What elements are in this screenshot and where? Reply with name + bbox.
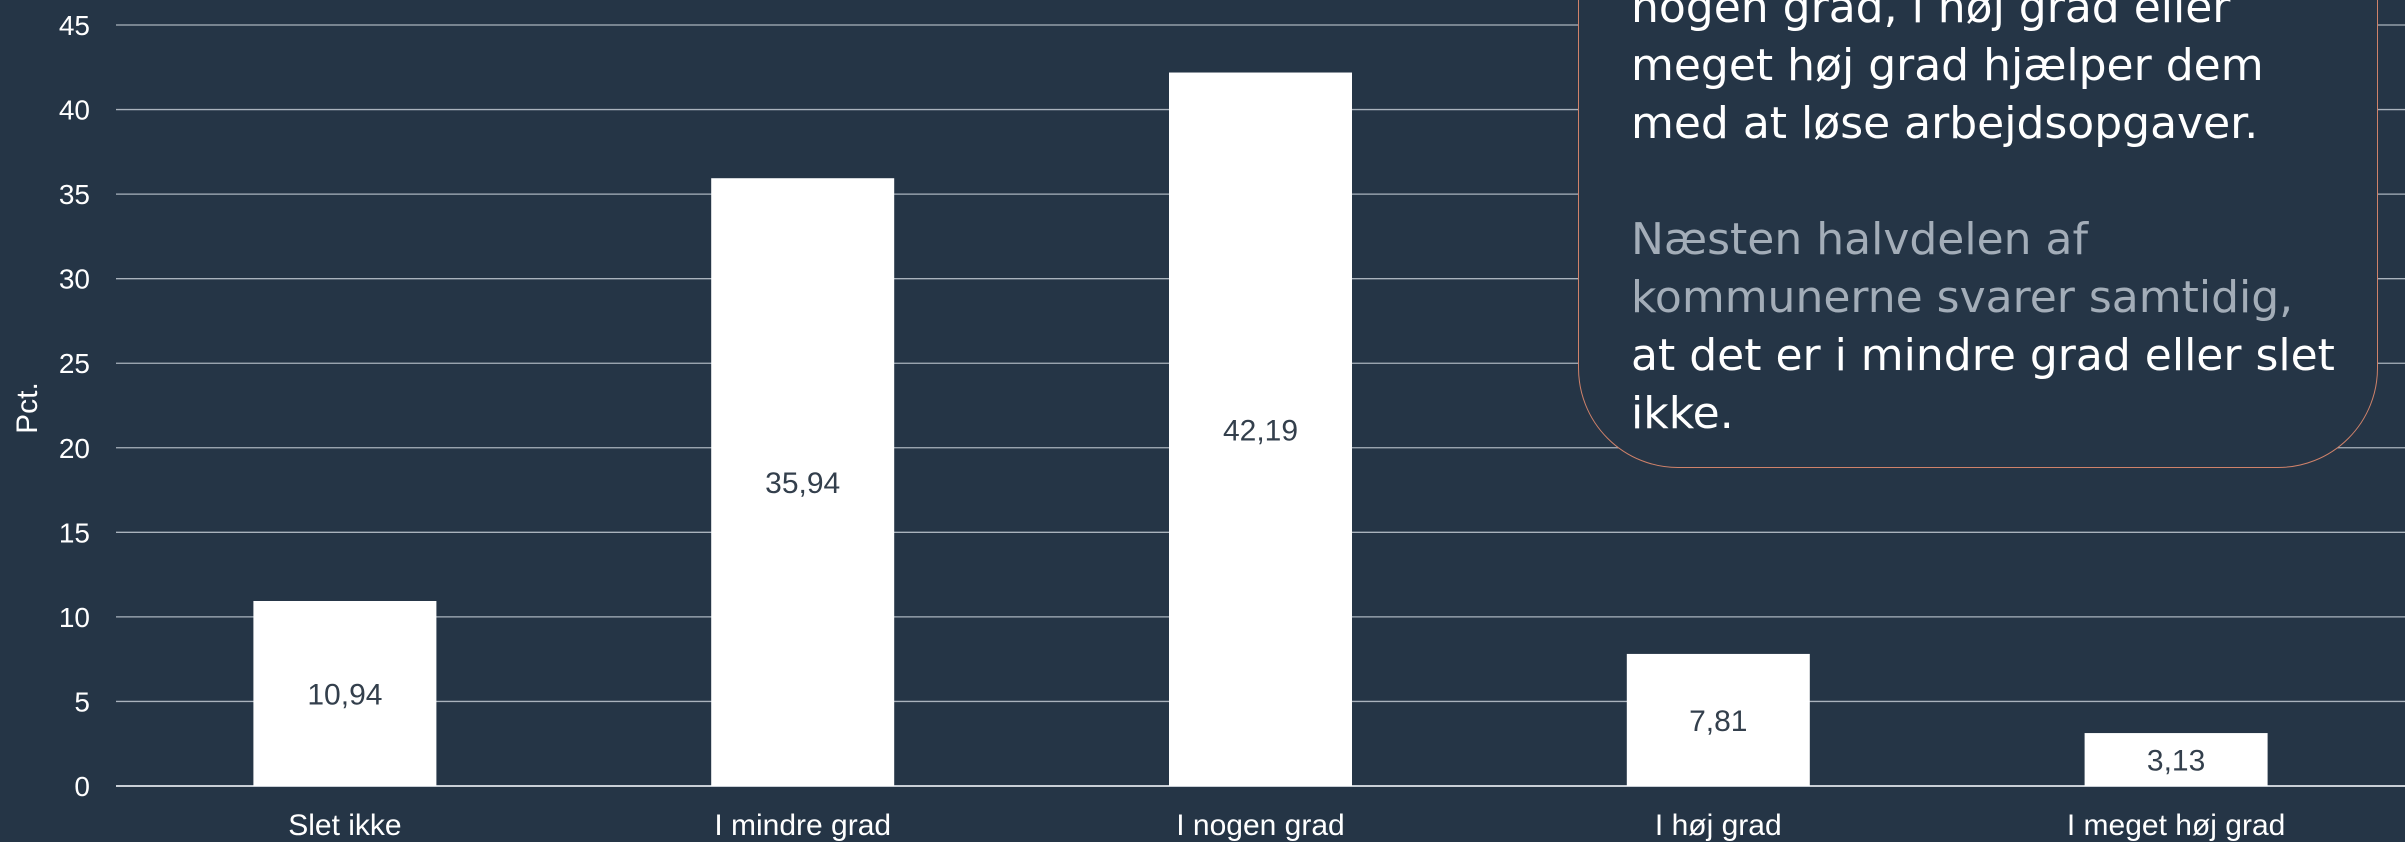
y-tick-label: 40: [59, 95, 90, 126]
bar: [1169, 72, 1352, 787]
bar-value-label: 3,13: [2147, 745, 2205, 778]
y-axis-ticks: 0 5 10 15 20 25 30 35 40 45: [59, 10, 90, 802]
y-tick-label: 35: [59, 179, 90, 210]
callout-box: nogen grad, i høj grad eller meget høj g…: [1578, 0, 2378, 468]
x-axis-categories: Slet ikke I mindre grad I nogen grad I høj …: [288, 809, 2285, 842]
y-tick-label: 25: [59, 348, 90, 379]
callout-paragraph-1: nogen grad, i høj grad eller meget høj g…: [1631, 0, 2347, 153]
bar-value-label: 7,81: [1689, 705, 1747, 738]
bar: [711, 178, 895, 786]
callout-text: at det er i mindre grad eller slet ikke.: [1631, 330, 2335, 439]
x-category-label: Slet ikke: [288, 809, 401, 842]
x-category-label: I meget høj grad: [2067, 809, 2285, 842]
callout-line-1: nogen grad, i høj grad eller: [1631, 0, 2231, 33]
y-axis-title: Pct.: [11, 382, 44, 434]
y-tick-label: 5: [74, 686, 90, 717]
callout-paragraph-2: Næsten halvdelen af kommunerne svarer sa…: [1631, 211, 2347, 443]
callout-line-3: med at løse arbejdsopgaver.: [1631, 98, 2259, 149]
y-tick-label: 0: [74, 771, 90, 802]
bars: 10,94 35,94 42,19 7,81 3,13: [253, 72, 2268, 787]
y-tick-label: 15: [59, 517, 90, 548]
callout-line-2: meget høj grad hjælper dem: [1631, 40, 2264, 91]
x-category-label: I mindre grad: [714, 809, 891, 842]
x-category-label: I nogen grad: [1176, 809, 1344, 842]
bar: [1626, 653, 1810, 786]
y-tick-label: 10: [59, 602, 90, 633]
y-tick-label: 45: [59, 10, 90, 41]
y-tick-label: 20: [59, 433, 90, 464]
bar: [2084, 733, 2268, 786]
bar-value-label: 42,19: [1223, 414, 1298, 447]
callout-muted-text: Næsten halvdelen af kommunerne svarer sa…: [1631, 214, 2294, 323]
bar: [253, 600, 437, 786]
x-category-label: I høj grad: [1655, 809, 1782, 842]
y-tick-label: 30: [59, 264, 90, 295]
bar-value-label: 10,94: [307, 678, 382, 711]
bar-value-label: 35,94: [765, 467, 840, 500]
